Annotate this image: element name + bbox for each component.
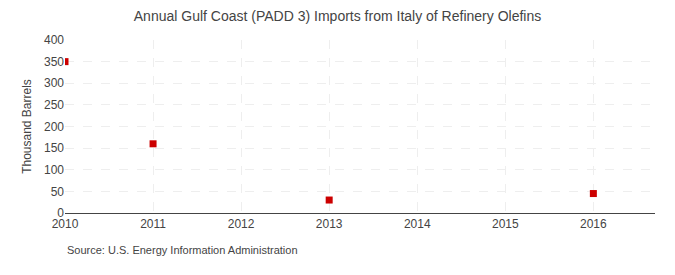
svg-text:400: 400 <box>44 33 64 47</box>
svg-text:0: 0 <box>57 206 64 220</box>
svg-text:2010: 2010 <box>52 217 79 231</box>
svg-text:100: 100 <box>44 163 64 177</box>
svg-text:Thousand Barrels: Thousand Barrels <box>20 79 34 174</box>
svg-text:2013: 2013 <box>316 217 343 231</box>
svg-text:2015: 2015 <box>492 217 519 231</box>
svg-text:2012: 2012 <box>228 217 255 231</box>
svg-text:250: 250 <box>44 98 64 112</box>
svg-text:350: 350 <box>44 55 64 69</box>
svg-text:2014: 2014 <box>404 217 431 231</box>
svg-text:2016: 2016 <box>580 217 607 231</box>
svg-text:150: 150 <box>44 141 64 155</box>
svg-text:2011: 2011 <box>140 217 166 231</box>
svg-text:Source: U.S. Energy Informatio: Source: U.S. Energy Information Administ… <box>67 244 298 256</box>
svg-text:Annual Gulf Coast (PADD 3) Imp: Annual Gulf Coast (PADD 3) Imports from … <box>134 8 541 24</box>
svg-text:300: 300 <box>44 76 64 90</box>
svg-text:50: 50 <box>51 185 65 199</box>
svg-text:200: 200 <box>44 120 64 134</box>
